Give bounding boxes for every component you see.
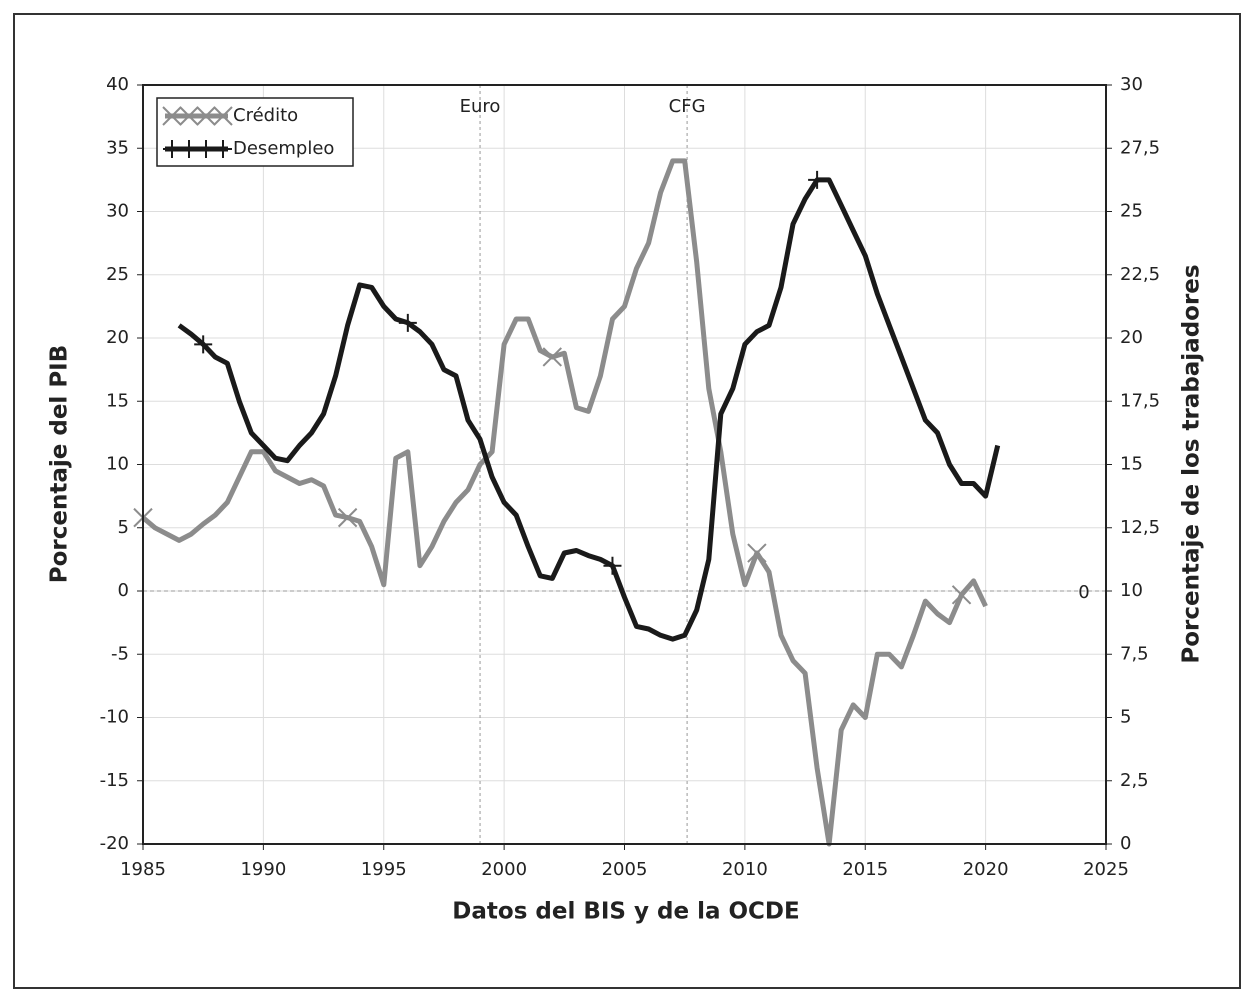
y2-tick-label: 7,5	[1120, 643, 1149, 664]
y-tick-label: -10	[100, 707, 129, 728]
y-tick-label: 25	[106, 264, 129, 285]
x-tick-label: 2020	[963, 859, 1009, 880]
y2-tick-label: 2,5	[1120, 770, 1149, 791]
y2-tick-label: 12,5	[1120, 517, 1160, 538]
y-tick-label: 40	[106, 74, 129, 95]
marker	[214, 140, 232, 158]
lines	[133, 158, 1001, 847]
annotation: 0	[1078, 582, 1089, 603]
y-tick-label: 35	[106, 137, 129, 158]
y-tick-label: 20	[106, 327, 129, 348]
y2-tick-label: 20	[1120, 327, 1143, 348]
y2-tick-label: 5	[1120, 707, 1131, 728]
marker	[197, 140, 215, 158]
marker	[179, 106, 199, 126]
marker	[951, 585, 972, 605]
x-tick-label: 2000	[481, 859, 527, 880]
x-tick-label: 2010	[722, 859, 768, 880]
y-tick-label: 10	[106, 454, 129, 475]
y-tick-label: -5	[111, 643, 129, 664]
y2-tick-label: 25	[1120, 201, 1143, 222]
marker	[603, 556, 622, 575]
y-tick-label: 30	[106, 201, 129, 222]
y2-axis-label: Porcentaje de los trabajadores	[1179, 264, 1205, 663]
y2-tick-label: 17,5	[1120, 390, 1160, 411]
legend-label: Crédito	[233, 105, 298, 126]
marker	[194, 335, 213, 354]
y-tick-label: 5	[118, 517, 129, 538]
marker	[398, 313, 417, 332]
y2-tick-label: 27,5	[1120, 137, 1160, 158]
marker	[180, 140, 198, 158]
y2-tick-label: 10	[1120, 580, 1143, 601]
marker	[162, 106, 182, 126]
marker	[542, 347, 562, 367]
x-tick-label: 1995	[361, 859, 407, 880]
y2-tick-label: 30	[1120, 74, 1143, 95]
x-tick-label: 1985	[120, 859, 166, 880]
marker	[337, 507, 358, 528]
x-tick-label: 2025	[1083, 859, 1129, 880]
y-tick-label: 15	[106, 390, 129, 411]
legend-label: Desempleo	[233, 138, 334, 159]
x-tick-label: 1990	[240, 859, 286, 880]
y2-tick-label: 0	[1120, 833, 1131, 854]
marker	[163, 140, 181, 158]
y-axis-label: Porcentaje del PIB	[47, 345, 73, 584]
x-tick-label: 2015	[842, 859, 888, 880]
x-axis-label: Datos del BIS y de la OCDE	[452, 899, 799, 925]
y2-tick-label: 22,5	[1120, 264, 1160, 285]
marker	[213, 106, 233, 126]
y-tick-label: -15	[100, 770, 129, 791]
y-tick-label: 0	[118, 580, 129, 601]
annotation: CFG	[669, 96, 706, 117]
annotation: Euro	[460, 96, 501, 117]
frame	[13, 13, 1241, 989]
y-tick-label: -20	[100, 833, 129, 854]
legend: Crédito Desempleo	[156, 97, 354, 167]
y2-tick-label: 15	[1120, 454, 1143, 475]
series-line	[177, 177, 1001, 642]
marker	[808, 170, 827, 189]
series-line	[141, 158, 988, 847]
marker	[196, 106, 216, 126]
marker	[747, 543, 767, 563]
x-tick-label: 2005	[602, 859, 648, 880]
